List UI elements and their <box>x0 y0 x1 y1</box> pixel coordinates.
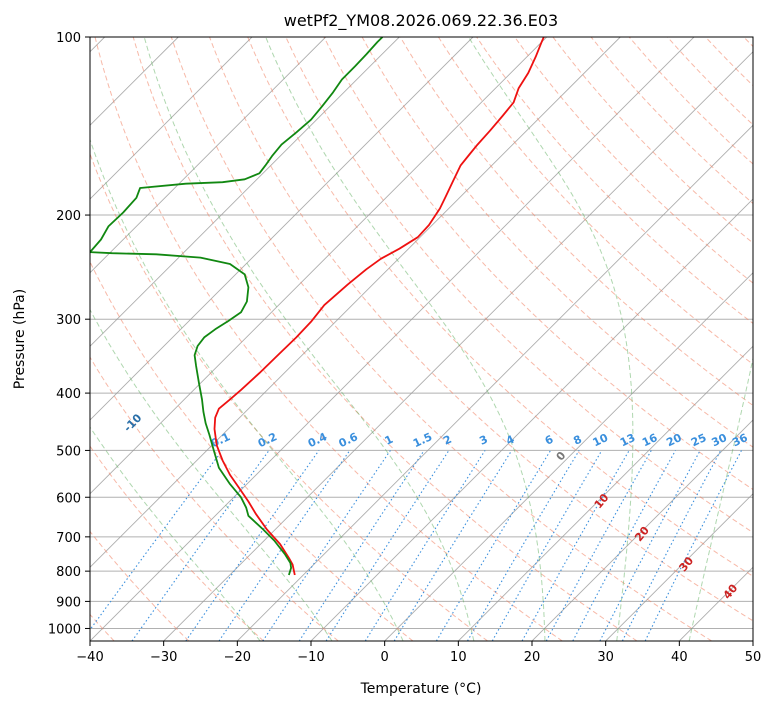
isotherm-30 <box>605 493 753 641</box>
dry-adiabat--30 <box>90 530 190 641</box>
moist-adiabat-0 <box>90 138 404 641</box>
mixing-ratio-line-30 <box>621 450 722 641</box>
chart-title: wetPf2_YM08.2026.069.22.36.E03 <box>284 11 558 31</box>
y-axis-label: Pressure (hPa) <box>12 289 28 389</box>
moist-adiabat--10 <box>90 308 333 641</box>
x-tick-label: 20 <box>524 650 541 665</box>
x-tick-label: −40 <box>76 650 103 665</box>
temperature-line <box>213 37 545 576</box>
plot-frame <box>89 36 754 642</box>
isotherm--70 <box>90 37 474 421</box>
x-axis-ticks: −40 −30 −20 −10 0 10 20 30 40 50 <box>76 641 761 665</box>
mixing-ratio-label: 20 <box>664 431 684 449</box>
mixing-ratio-line-13 <box>521 450 630 641</box>
mixing-ratio-label: 36 <box>730 431 750 449</box>
isotherm--40 <box>90 37 695 641</box>
dry-adiabat--20 <box>90 445 264 641</box>
x-tick-label: 50 <box>745 650 762 665</box>
mixing-ratio-line-0.1 <box>90 450 223 631</box>
dry-adiabat-50 <box>209 37 753 622</box>
mixing-ratio-label: 13 <box>618 431 637 449</box>
isotherm-lines <box>90 37 753 641</box>
mixing-ratio-line-4 <box>393 450 513 641</box>
dry-adiabats <box>90 37 753 641</box>
dry-adiabat-100 <box>399 37 753 407</box>
y-tick-label: 1000 <box>48 622 81 637</box>
y-tick-label: 100 <box>56 31 81 46</box>
isotherm-10 <box>457 345 753 641</box>
isotherm--30 <box>163 51 753 641</box>
isotherm-0 <box>384 272 753 641</box>
x-tick-label: 30 <box>597 650 614 665</box>
moist-adiabat-20 <box>265 37 546 641</box>
dry-adiabat-0 <box>90 260 414 641</box>
x-tick-label: −10 <box>297 650 324 665</box>
x-tick-label: −30 <box>150 650 177 665</box>
y-tick-label: 900 <box>56 595 81 610</box>
x-axis-label: Temperature (°C) <box>360 681 482 697</box>
mixing-ratio-line-20 <box>572 450 676 641</box>
isotherm--20 <box>236 124 753 641</box>
dewpoint-line <box>90 37 384 576</box>
y-tick-label: 500 <box>56 444 81 459</box>
x-tick-label: 0 <box>381 650 389 665</box>
mixing-ratio-line-0.6 <box>218 450 351 641</box>
dry-adiabat--10 <box>90 356 339 641</box>
dry-adiabat-60 <box>247 37 753 577</box>
y-tick-label: 600 <box>56 491 81 506</box>
dry-adiabat-110 <box>437 37 753 365</box>
isotherm--80 <box>90 37 400 347</box>
dry-adiabat-20 <box>94 37 563 641</box>
mixing-ratio-line-16 <box>545 450 652 641</box>
mixing-ratio-label: 10 <box>591 431 611 449</box>
mixing-ratio-line-1 <box>262 450 391 641</box>
dry-adiabat-40 <box>170 37 712 641</box>
dry-adiabat-30 <box>132 37 638 641</box>
mixing-ratio-line-2 <box>325 450 450 641</box>
mixing-ratio-label: 30 <box>710 431 730 449</box>
y-tick-label: 200 <box>56 209 81 224</box>
isotherm--60 <box>90 37 548 495</box>
mixing-ratio-label: 16 <box>640 431 660 449</box>
isotherm--50 <box>90 37 621 568</box>
profile-series <box>90 37 545 576</box>
x-tick-label: 40 <box>671 650 688 665</box>
y-tick-label: 800 <box>56 565 81 580</box>
moist-adiabat-40 <box>688 355 753 641</box>
moist-adiabat--20 <box>90 426 261 641</box>
mixing-ratio-line-1.5 <box>298 450 425 641</box>
mixing-ratio-line-0.4 <box>185 450 320 641</box>
mixing-ratio-line-36 <box>644 450 742 641</box>
mixing-ratio-label: 25 <box>689 431 708 449</box>
y-tick-label: 700 <box>56 531 81 546</box>
x-tick-label: −20 <box>224 650 251 665</box>
isotherm--90 <box>90 37 327 274</box>
y-tick-label: 400 <box>56 387 81 402</box>
dry-adiabat-130 <box>514 37 753 284</box>
plot-area <box>90 37 753 641</box>
x-tick-label: 10 <box>450 650 467 665</box>
isotherm--100 <box>90 37 253 200</box>
isotherm-20 <box>531 419 753 641</box>
dry-adiabat-80 <box>323 37 753 491</box>
y-axis-ticks: 100 200 300 400 500 600 700 800 900 1000 <box>48 31 90 637</box>
dry-adiabat-10 <box>90 152 488 641</box>
moist-adiabat-10 <box>143 37 475 641</box>
y-tick-label: 300 <box>56 313 81 328</box>
